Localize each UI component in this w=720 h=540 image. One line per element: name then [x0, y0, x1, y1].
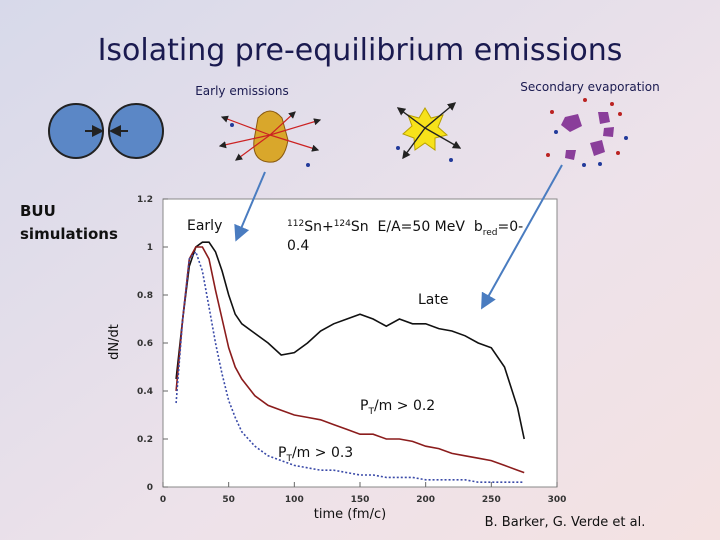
late-label: Late: [418, 292, 448, 308]
title: Isolating pre-equilibrium emissions: [98, 33, 623, 68]
series-line: [175, 250, 525, 483]
series-line: [175, 241, 525, 440]
curve-label: PT/m > 0.3: [278, 445, 353, 464]
x-tick-label: 250: [482, 495, 501, 505]
y-tick-label: 0: [147, 483, 153, 493]
y-tick-label: 1.2: [137, 195, 153, 205]
reaction: 0.4: [287, 238, 309, 254]
early-label: Early: [187, 218, 222, 234]
x-axis-label: time (fm/c): [314, 507, 386, 522]
illustrations: [48, 98, 628, 167]
buu-label: BUU: [20, 202, 56, 220]
plot: 0 0.2 0.4 0.6 0.8 1 1.2 0 50 100 150 200 250 300: [137, 195, 566, 505]
x-tick-label: 100: [285, 495, 304, 505]
y-tick-label: 1: [147, 243, 153, 253]
early-emissions: Early emissions: [195, 84, 289, 98]
pointer-arrow: [234, 171, 266, 242]
y-tick-label: 0.8: [137, 291, 153, 301]
pointer-arrow: [481, 164, 563, 310]
x-tick-label: 300: [548, 495, 567, 505]
buu-label: simulations: [20, 225, 118, 243]
y-tick-label: 0.4: [137, 387, 153, 397]
x-tick-label: 50: [222, 495, 235, 505]
y-tick-label: 0.2: [137, 435, 153, 445]
credit: B. Barker, G. Verde et al.: [485, 515, 646, 530]
y-tick-label: 0.6: [137, 339, 153, 349]
x-tick-label: 200: [416, 495, 435, 505]
curve-label: PT/m > 0.2: [360, 398, 435, 417]
plot-area: [162, 198, 558, 488]
secondary-evaporation: Secondary evaporation: [520, 80, 659, 94]
y-axis-label: dN/dt: [107, 324, 122, 360]
x-tick-label: 0: [160, 495, 166, 505]
series-line: [175, 246, 525, 474]
reaction: 112Sn+124Sn E/A=50 MeV bred=0-: [287, 219, 523, 238]
x-tick-label: 150: [351, 495, 370, 505]
